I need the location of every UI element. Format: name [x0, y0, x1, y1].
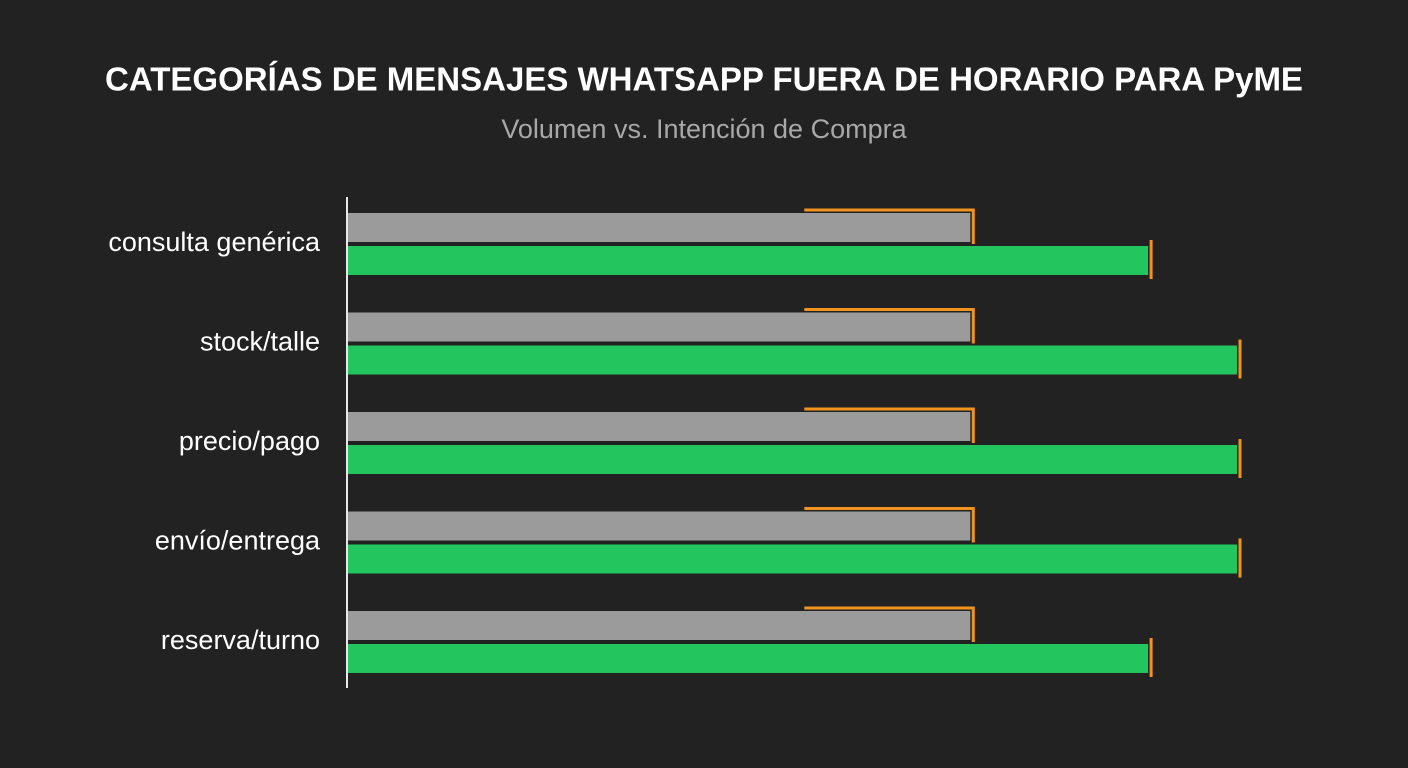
category-label: consulta genérica: [108, 227, 321, 257]
bar: [348, 511, 971, 541]
chart-title: CATEGORÍAS DE MENSAJES WHATSAPP FUERA DE…: [105, 61, 1303, 98]
bar-cap: [804, 208, 975, 244]
bar-cap: [804, 308, 975, 344]
category-label: stock/talle: [200, 327, 320, 357]
bar-cap: [804, 407, 975, 443]
bar: [348, 644, 1149, 673]
bar: [348, 345, 1237, 375]
bar: [348, 246, 1149, 275]
chart-subtitle: Volumen vs. Intención de Compra: [501, 114, 907, 144]
bar: [348, 213, 971, 242]
bar: [348, 445, 1237, 474]
bar: [348, 611, 971, 640]
bar: [348, 544, 1237, 574]
bar: [348, 412, 971, 441]
bar: [348, 312, 971, 342]
category-label: precio/pago: [179, 426, 320, 456]
bar-cap: [804, 606, 975, 642]
category-label: envío/entrega: [155, 526, 321, 556]
bar-cap: [804, 507, 975, 543]
category-label: reserva/turno: [161, 625, 320, 655]
